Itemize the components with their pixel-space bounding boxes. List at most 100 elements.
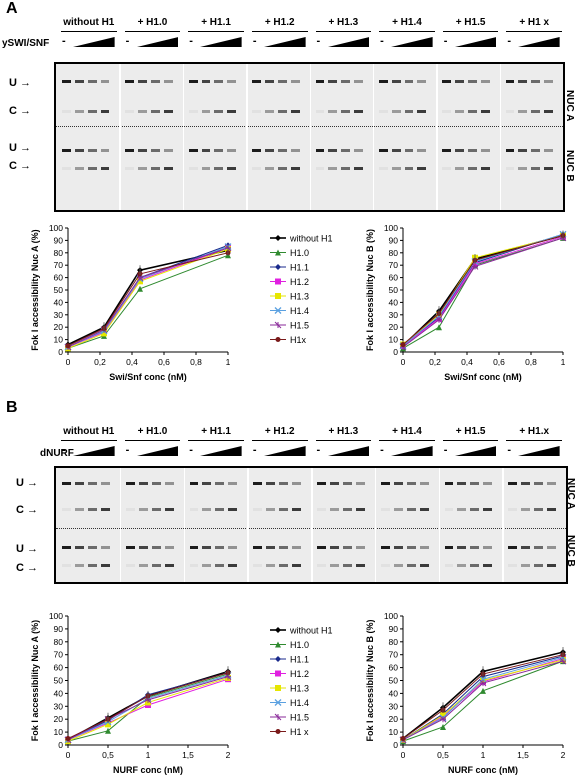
- a-gel-band: [391, 110, 401, 113]
- b-gel-band: [228, 564, 238, 567]
- a-gel-band: [125, 167, 135, 170]
- a-gel-band: [341, 167, 351, 170]
- chart-a-legend: without H1 H1.0 H1.1 H1.2 H1.3 H1.4 H1.5 H1x: [268, 230, 348, 350]
- b-lane-header-2: + H1.1: [201, 426, 231, 437]
- b-gel-band: [355, 546, 365, 549]
- a-gel-separator: [372, 64, 375, 210]
- b-gel-band: [534, 546, 544, 549]
- chart-a-legend-marker: [275, 235, 281, 241]
- b-gel-band: [406, 508, 416, 511]
- chart-b2-y-tick-label: 30: [389, 701, 399, 711]
- a-gel-band: [467, 80, 477, 83]
- b-concentration-wedge: [200, 446, 242, 456]
- b-gel-band: [279, 564, 289, 567]
- a-gel-band: [480, 149, 490, 152]
- b-gel-band: [508, 564, 518, 567]
- a-concentration-wedge: [327, 37, 370, 47]
- chart-a2-data-point: [400, 342, 406, 348]
- b-gel-band: [189, 546, 199, 549]
- b-gel-band: [342, 508, 352, 511]
- chart-b1-y-tick-label: 100: [49, 611, 63, 621]
- a-gel-band: [341, 110, 351, 113]
- b-lane-header-7: + H1.x: [519, 426, 550, 437]
- a-gel-band: [227, 80, 237, 83]
- chart-b1-y-tick-label: 30: [54, 701, 64, 711]
- b-lane-underline: [61, 440, 117, 441]
- b-gel-separator: [502, 468, 504, 582]
- chart-a1-y-tick-label: 50: [54, 285, 64, 295]
- chart-a-legend-label-6: H1.5: [290, 321, 309, 331]
- chart-b-legend-label-0: without H1: [289, 626, 333, 636]
- a-gel-band: [151, 110, 160, 113]
- a-gel-band: [315, 149, 325, 152]
- panel-a-band-u-nuca: U →: [9, 77, 32, 89]
- a-gel-band: [354, 80, 363, 83]
- panel-a-gel: [54, 62, 565, 212]
- chart-a-legend-marker: [275, 293, 281, 299]
- b-gel-band: [228, 546, 238, 549]
- a-gel-band: [531, 149, 541, 152]
- a-gel-band: [163, 80, 173, 83]
- b-lane-underline: [379, 440, 435, 441]
- a-gel-band: [138, 80, 148, 83]
- chart-a1-y-tick-label: 20: [54, 322, 64, 332]
- a-gel-band: [354, 149, 363, 152]
- a-gel-band: [252, 110, 261, 113]
- a-gel-band: [87, 80, 97, 83]
- b-gel-band: [215, 564, 225, 567]
- b-minus-sign: -: [252, 444, 257, 456]
- a-gel-band: [341, 80, 351, 83]
- a-gel-band: [328, 149, 338, 152]
- a-gel-band: [100, 80, 110, 83]
- chart-b-legend-marker: [275, 641, 281, 648]
- b-minus-sign: -: [189, 444, 193, 456]
- chart-b-legend-marker: [275, 670, 281, 677]
- a-lane-header-1: + H1.0: [137, 17, 168, 28]
- chart-a1-data-point: [137, 285, 143, 292]
- a-gel-separator: [182, 64, 185, 210]
- b-gel-band: [151, 564, 161, 567]
- chart-a1-series-line-5: [67, 246, 229, 348]
- panel-a-nuc-b-label: NUC B: [564, 150, 575, 182]
- chart-b2-data-point: [439, 715, 447, 723]
- a-gel-band: [505, 167, 515, 170]
- chart-b1-series-line-7: [67, 672, 229, 740]
- a-gel-band: [151, 167, 160, 170]
- b-gel-band: [74, 482, 84, 485]
- chart-a2-data-point: [471, 263, 479, 270]
- a-gel-band: [544, 110, 553, 113]
- panel-b-band-c-nucb: C →: [16, 562, 39, 574]
- chart-b2-x-tick-label: 0,5: [437, 750, 449, 760]
- b-gel-separator: [374, 468, 377, 582]
- chart-b-legend: without H1 H1.0 H1.1 H1.2 H1.3 H1.4 H1.5 H1 x: [268, 622, 348, 742]
- b-gel-band: [164, 482, 174, 485]
- b-gel-band: [292, 508, 301, 511]
- b-gel-band: [100, 508, 110, 511]
- a-gel-band: [378, 149, 388, 152]
- b-gel-band: [470, 482, 480, 485]
- b-concentration-wedge: [327, 446, 370, 456]
- b-gel-band: [202, 508, 212, 511]
- b-gel-band: [253, 508, 263, 511]
- b-lane-underline: [315, 440, 372, 441]
- chart-a2-series-line-3: [402, 236, 564, 347]
- chart-b-legend-label-1: H1.0: [290, 640, 309, 650]
- b-gel-band: [100, 482, 110, 485]
- b-lane-header-0: without H1: [63, 426, 115, 437]
- chart-a1-y-axis-label: Fok I accessibility Nuc A (%): [30, 229, 40, 350]
- b-gel-band: [62, 482, 71, 485]
- a-gel-band: [328, 110, 338, 113]
- b-concentration-wedge: [263, 446, 306, 456]
- a-gel-band: [74, 149, 84, 152]
- chart-b1-data-point: [105, 727, 111, 734]
- b-lane-header-4: + H1.3: [328, 426, 359, 437]
- a-concentration-wedge: [518, 37, 560, 47]
- chart-a2-y-tick-label: 70: [389, 260, 399, 270]
- a-gel-band: [442, 80, 452, 83]
- chart-a-legend-marker: [274, 321, 282, 329]
- chart-a2-y-axis-label: Fok I accessibility Nuc B (%): [365, 229, 375, 351]
- chart-a2-data-point: [435, 316, 443, 324]
- a-gel-band: [378, 110, 388, 113]
- a-gel-band: [417, 80, 427, 83]
- chart-b2-x-tick-label: 1,5: [517, 750, 529, 760]
